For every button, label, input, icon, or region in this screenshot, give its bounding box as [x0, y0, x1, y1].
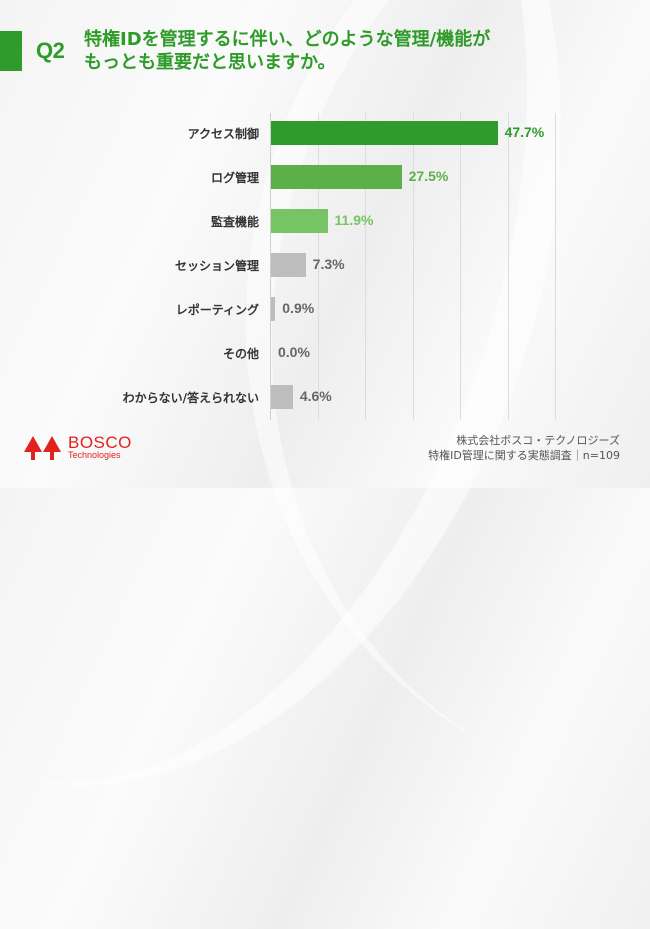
- title-line-1: 特権IDを管理するに伴い、どのような管理/機能が: [84, 29, 491, 50]
- gridline: [412, 113, 414, 420]
- y-axis-line: [270, 113, 271, 420]
- gridline: [507, 113, 509, 420]
- value-label: 47.7%: [504, 124, 545, 140]
- question-title: 特権IDを管理するに伴い、どのような管理/機能が もっとも重要だと思いますか。: [84, 28, 490, 74]
- gridline: [555, 113, 556, 420]
- source-survey: 特権ID管理に関する実態調査｜n=109: [428, 449, 620, 462]
- logo-wordmark: BOSCO: [68, 433, 132, 452]
- value-label: 0.0%: [278, 344, 310, 360]
- category-label: 監査機能: [210, 215, 259, 229]
- question-number: Q2: [36, 38, 65, 63]
- bar-chart: アクセス制御 47.7% ログ管理 27.5% 監査機能 11.9% セッション管理 7.3%…: [122, 113, 556, 420]
- category-label: その他: [222, 347, 259, 361]
- source-company: 株式会社ボスコ・テクノロジーズ: [456, 434, 620, 447]
- value-label: 27.5%: [408, 168, 449, 184]
- gridline: [317, 113, 319, 420]
- value-label: 4.6%: [299, 388, 332, 404]
- category-label: わからない/答えられない: [122, 391, 259, 405]
- bar: [271, 385, 293, 409]
- bosco-tree-icon: [24, 436, 61, 460]
- bar: [271, 121, 498, 145]
- bar: [271, 253, 306, 277]
- value-label: 0.9%: [282, 300, 315, 316]
- source-note: 株式会社ボスコ・テクノロジーズ 特権ID管理に関する実態調査｜n=109: [428, 433, 620, 463]
- bar: [271, 209, 328, 233]
- category-label: レポーティング: [175, 303, 259, 317]
- category-label: アクセス制御: [187, 127, 259, 141]
- bar: [271, 297, 276, 321]
- value-label: 7.3%: [312, 256, 345, 272]
- company-logo: BOSCO Technologies: [24, 434, 132, 460]
- question-marker: [0, 31, 22, 71]
- gridline: [460, 113, 461, 420]
- gridline: [365, 113, 366, 420]
- category-label: ログ管理: [210, 171, 259, 185]
- value-label: 11.9%: [334, 212, 374, 228]
- category-label: セッション管理: [174, 259, 259, 273]
- bar: [271, 165, 402, 189]
- title-line-2: もっとも重要だと思いますか。: [84, 52, 336, 73]
- logo-subtitle: Technologies: [68, 450, 121, 460]
